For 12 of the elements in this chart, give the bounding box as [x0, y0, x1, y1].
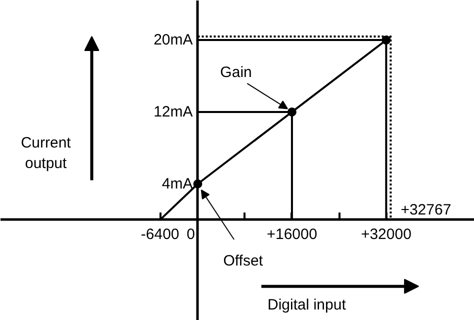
y-axis-title: Current output [20, 134, 72, 172]
x-tick-label: -6400 [140, 226, 180, 243]
annotation: Offset [223, 252, 264, 270]
x-tick-label: +32000 [360, 226, 412, 243]
y-tick-label: 12mA [154, 103, 193, 120]
x-tick-label: +16000 [266, 226, 318, 243]
y-tick-label: 4mA [162, 175, 193, 192]
x-tick-label: 0 [186, 226, 195, 243]
x-axis-title: Digital input [268, 296, 347, 314]
annotation: Gain [220, 64, 252, 81]
y-tick-label: 20mA [154, 32, 193, 49]
annotation: +32767 [400, 202, 452, 219]
